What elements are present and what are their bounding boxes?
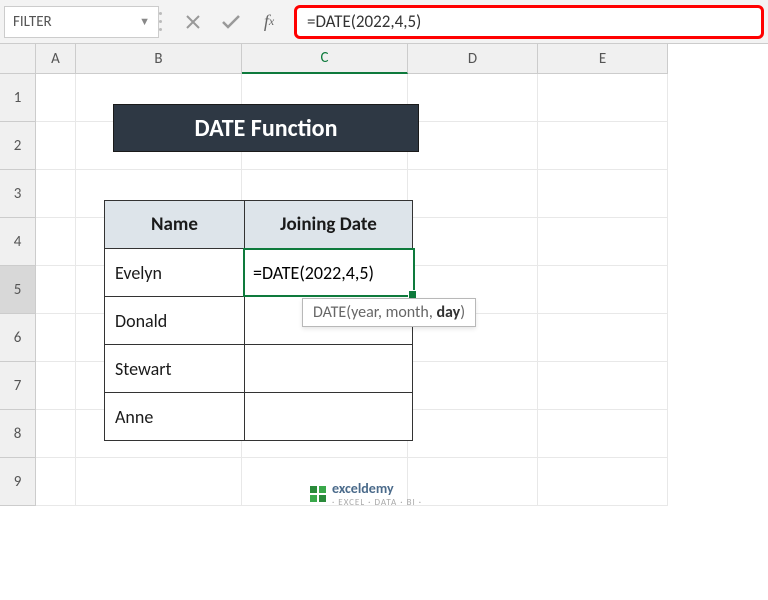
table-row: Anne xyxy=(105,393,413,441)
cell-name[interactable]: Donald xyxy=(105,297,245,345)
row-head-7[interactable]: 7 xyxy=(0,362,36,410)
col-head-e[interactable]: E xyxy=(538,44,668,74)
tooltip-args-pre: year, month, xyxy=(351,303,436,322)
cancel-icon[interactable] xyxy=(176,6,210,38)
header-date: Joining Date xyxy=(245,201,413,249)
watermark-brand: exceldemy xyxy=(332,480,422,497)
select-all-corner[interactable] xyxy=(0,44,36,74)
row-head-1[interactable]: 1 xyxy=(0,74,36,122)
row-head-8[interactable]: 8 xyxy=(0,410,36,458)
row-head-6[interactable]: 6 xyxy=(0,314,36,362)
cell-date[interactable] xyxy=(245,393,413,441)
watermark: exceldemy · EXCEL · DATA · BI · xyxy=(310,480,422,508)
fx-icon[interactable]: fx xyxy=(252,6,286,38)
title-banner: DATE Function xyxy=(113,104,419,152)
col-head-b[interactable]: B xyxy=(76,44,242,74)
cell-name[interactable]: Anne xyxy=(105,393,245,441)
table-header-row: Name Joining Date xyxy=(105,201,413,249)
formula-bar: FILTER ▼ fx =DATE(2022,4,5) xyxy=(0,0,768,44)
tooltip-fn: DATE xyxy=(313,303,346,322)
row-head-4[interactable]: 4 xyxy=(0,218,36,266)
col-head-a[interactable]: A xyxy=(36,44,76,74)
table-row: Stewart xyxy=(105,345,413,393)
name-box[interactable]: FILTER ▼ xyxy=(4,6,159,38)
table-row: Evelyn xyxy=(105,249,413,297)
cell-date[interactable] xyxy=(245,345,413,393)
row-head-2[interactable]: 2 xyxy=(0,122,36,170)
formula-bar-icons: fx xyxy=(176,6,286,38)
formula-input[interactable]: =DATE(2022,4,5) xyxy=(294,5,764,39)
col-head-d[interactable]: D xyxy=(408,44,538,74)
logo-icon xyxy=(310,486,326,502)
watermark-tagline: · EXCEL · DATA · BI · xyxy=(332,497,422,508)
tooltip-args-bold: day xyxy=(436,303,460,322)
title-text: DATE Function xyxy=(195,114,338,143)
formula-text: =DATE(2022,4,5) xyxy=(307,11,421,32)
cell-name[interactable]: Stewart xyxy=(105,345,245,393)
header-name: Name xyxy=(105,201,245,249)
cell-date[interactable] xyxy=(245,249,413,297)
name-box-value: FILTER xyxy=(13,13,52,31)
row-head-3[interactable]: 3 xyxy=(0,170,36,218)
confirm-icon[interactable] xyxy=(214,6,248,38)
col-head-c[interactable]: C xyxy=(242,44,408,74)
chevron-down-icon[interactable]: ▼ xyxy=(139,15,150,28)
divider-icon xyxy=(159,10,162,34)
function-tooltip: DATE(year, month, day) xyxy=(302,298,476,327)
cell-name[interactable]: Evelyn xyxy=(105,249,245,297)
row-head-9[interactable]: 9 xyxy=(0,458,36,506)
row-head-5[interactable]: 5 xyxy=(0,266,36,314)
